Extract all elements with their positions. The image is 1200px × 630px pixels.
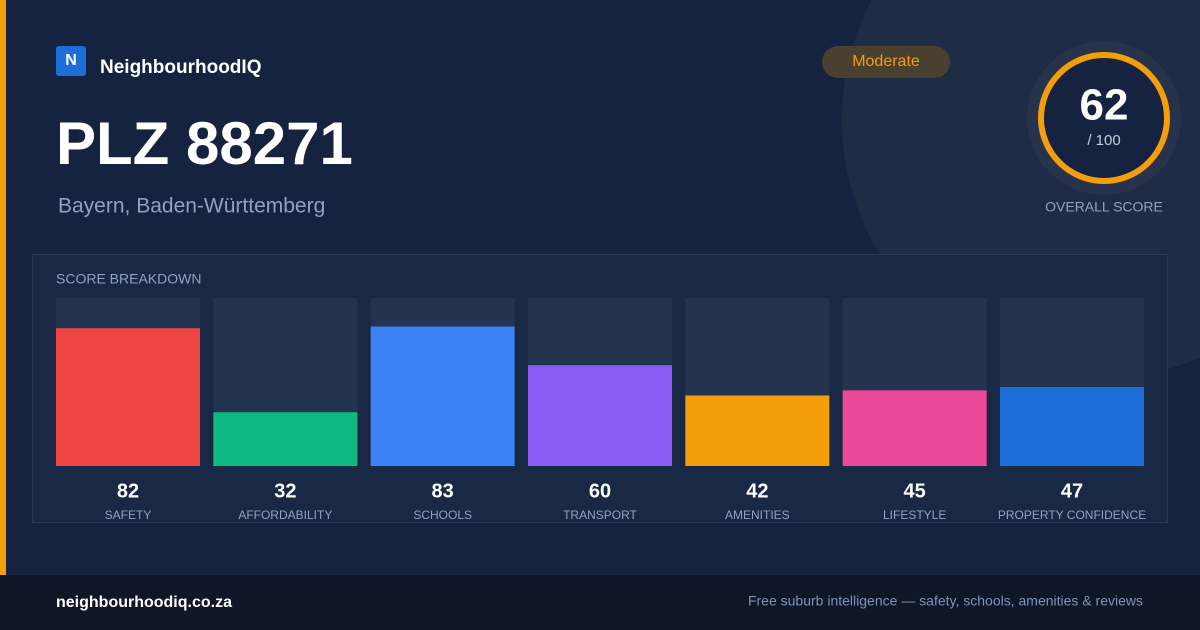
- logo-letter: N: [65, 52, 77, 69]
- bar: [528, 365, 672, 466]
- score-ring: [1038, 52, 1170, 184]
- bar: [1000, 387, 1144, 466]
- category-label: TRANSPORT: [563, 508, 637, 522]
- score-value: 62: [1080, 81, 1129, 130]
- category-label: PROPERTY CONFIDENCE: [998, 508, 1146, 522]
- value-label: 47: [1061, 480, 1083, 502]
- value-label: 42: [746, 480, 768, 502]
- badge-text: Moderate: [852, 53, 920, 70]
- accent-stripe: [0, 0, 6, 575]
- score-label: OVERALL SCORE: [1045, 199, 1163, 215]
- bar: [685, 395, 830, 466]
- category-label: AFFORDABILITY: [238, 508, 332, 522]
- category-label: AMENITIES: [725, 508, 790, 522]
- footer-bar: [0, 575, 1200, 630]
- brand-name: NeighbourhoodIQ: [100, 57, 261, 78]
- value-label: 82: [117, 480, 139, 502]
- category-label: SCHOOLS: [413, 508, 472, 522]
- footer-tagline: Free suburb intelligence — safety, schoo…: [748, 593, 1143, 609]
- bar: [213, 412, 358, 466]
- category-label: LIFESTYLE: [883, 508, 946, 522]
- category-label: SAFETY: [105, 508, 152, 522]
- value-label: 32: [274, 480, 296, 502]
- bar: [370, 326, 515, 466]
- value-label: 83: [432, 480, 454, 502]
- score-out-of: / 100: [1087, 132, 1120, 149]
- value-label: 60: [589, 480, 611, 502]
- subtitle: Bayern, Baden-Württemberg: [58, 195, 325, 218]
- value-label: 45: [904, 480, 926, 502]
- breakdown-title: SCORE BREAKDOWN: [56, 271, 201, 287]
- logo: [56, 46, 86, 76]
- footer-site: neighbourhoodiq.co.za: [56, 594, 232, 611]
- bar: [842, 390, 987, 466]
- badge: [822, 46, 950, 78]
- title: PLZ 88271: [56, 110, 353, 177]
- bar: [56, 328, 200, 466]
